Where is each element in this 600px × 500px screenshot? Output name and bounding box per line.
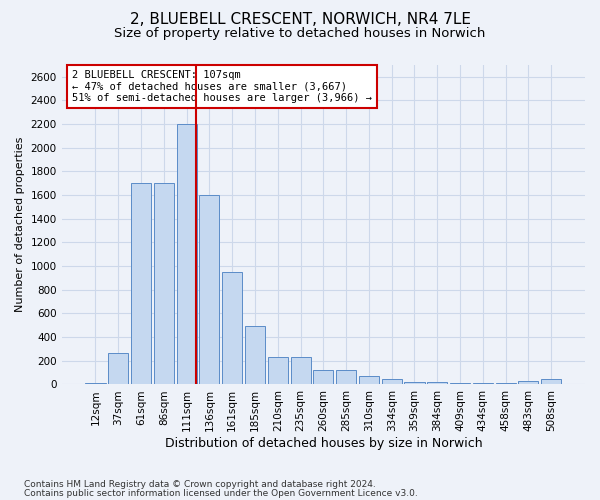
Bar xyxy=(290,357,311,384)
Bar xyxy=(222,272,242,384)
Text: 2, BLUEBELL CRESCENT, NORWICH, NR4 7LE: 2, BLUEBELL CRESCENT, NORWICH, NR4 7LE xyxy=(130,12,470,28)
Bar xyxy=(382,378,402,384)
Bar xyxy=(108,352,128,384)
Text: Contains HM Land Registry data © Crown copyright and database right 2024.: Contains HM Land Registry data © Crown c… xyxy=(24,480,376,489)
Text: Size of property relative to detached houses in Norwich: Size of property relative to detached ho… xyxy=(115,28,485,40)
Bar xyxy=(359,376,379,384)
Bar xyxy=(313,370,334,384)
Bar xyxy=(245,326,265,384)
Bar xyxy=(199,195,220,384)
X-axis label: Distribution of detached houses by size in Norwich: Distribution of detached houses by size … xyxy=(164,437,482,450)
Bar xyxy=(541,378,561,384)
Bar xyxy=(518,381,538,384)
Bar xyxy=(85,382,106,384)
Text: 2 BLUEBELL CRESCENT: 107sqm
← 47% of detached houses are smaller (3,667)
51% of : 2 BLUEBELL CRESCENT: 107sqm ← 47% of det… xyxy=(72,70,372,103)
Bar xyxy=(176,124,197,384)
Bar xyxy=(427,382,447,384)
Bar xyxy=(336,370,356,384)
Y-axis label: Number of detached properties: Number of detached properties xyxy=(15,137,25,312)
Bar xyxy=(131,184,151,384)
Bar xyxy=(404,382,425,384)
Bar xyxy=(268,357,288,384)
Bar xyxy=(154,184,174,384)
Text: Contains public sector information licensed under the Open Government Licence v3: Contains public sector information licen… xyxy=(24,489,418,498)
